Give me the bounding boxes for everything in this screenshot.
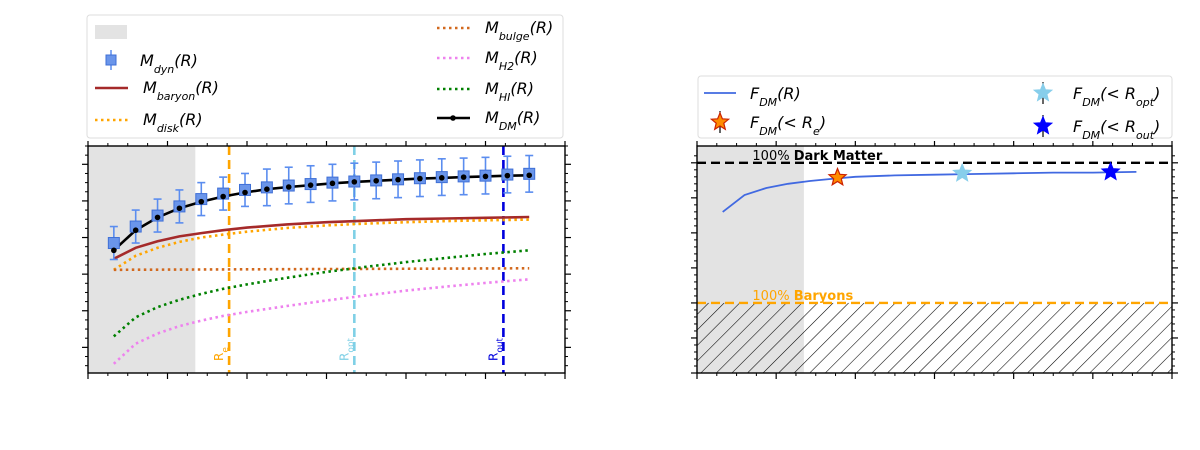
legend-label-F_DM_Re: FDM(< Re) xyxy=(750,113,826,138)
legend-star-F_DM_Re xyxy=(709,111,731,131)
mdm-point xyxy=(438,175,445,181)
mdm-point xyxy=(242,189,248,196)
legend-label-M_DM: MDM(R) xyxy=(485,108,540,133)
label-100-baryons: 100% Baryons xyxy=(752,289,853,304)
legend-label-M_disk: Mdisk(R) xyxy=(143,110,203,135)
vline-label-R_out: Rout xyxy=(486,337,505,361)
mdm-point xyxy=(285,184,292,190)
mdm-point xyxy=(526,172,533,179)
legend-marker-M_DM xyxy=(450,115,456,121)
mdm-point xyxy=(417,175,423,182)
legend-mdyn-marker xyxy=(105,54,117,66)
legend-label-F_DM: FDM(R) xyxy=(750,84,801,109)
series-line-F_DM xyxy=(722,171,1137,213)
legend-label-M_bulge: Mbulge(R) xyxy=(485,18,553,43)
left-panel-mass-profile: Re Ropt Rout Mdyn(R)Mbaryon(R) Mdisk(R) Mbulg… xyxy=(82,14,571,379)
legend-mdyn-label: Mdyn(R) xyxy=(140,51,198,76)
legend-box xyxy=(86,14,564,139)
vline-label-R_opt: Ropt xyxy=(337,337,356,361)
mdm-point xyxy=(154,214,161,221)
series-line-M_bulge xyxy=(113,266,530,272)
legend-label-M_baryon: Mbaryon(R) xyxy=(143,78,219,103)
legend-star-F_DM_Ropt xyxy=(1032,82,1054,102)
mdm-point xyxy=(329,180,336,187)
mdm-point xyxy=(220,193,226,200)
mdm-point xyxy=(351,179,358,185)
legend-label-M_HI: MHI(R) xyxy=(485,79,534,104)
legend-label-F_DM_Ropt: FDM(< Ropt) xyxy=(1073,84,1160,109)
mdyn-point xyxy=(107,237,120,250)
right-panel-dm-fraction: 100% Dark Matter 100% Baryons FDM(R) FDM(< … xyxy=(691,75,1178,379)
mdm-point xyxy=(132,227,139,234)
mdm-point xyxy=(111,247,117,254)
legend-star-F_DM_Rout xyxy=(1032,115,1054,135)
label-100-dark-matter: 100% Dark Matter xyxy=(752,149,882,164)
mdm-point xyxy=(307,182,314,188)
vline-label-R_e: Re xyxy=(212,347,231,361)
mdm-point xyxy=(482,173,489,180)
negative-hatch-region xyxy=(697,302,1172,373)
star-F_DM_Rout xyxy=(1100,161,1121,181)
series-line-M_baryon xyxy=(113,215,530,260)
mdm-point xyxy=(198,198,205,205)
legend-psf-swatch xyxy=(95,25,127,39)
mdm-point xyxy=(460,174,467,180)
mdm-point xyxy=(373,177,379,184)
mdm-point xyxy=(395,176,401,183)
mdm-point xyxy=(176,205,183,212)
mdm-point xyxy=(504,172,511,179)
legend-box xyxy=(697,75,1173,139)
psf-region xyxy=(88,146,196,373)
mdm-point xyxy=(264,186,270,193)
star-F_DM_Re xyxy=(827,166,848,187)
star-F_DM_Ropt xyxy=(952,162,973,182)
legend-label-M_H2: MH2(R) xyxy=(485,48,538,73)
legend-label-F_DM_Rout: FDM(< Rout) xyxy=(1073,117,1160,142)
